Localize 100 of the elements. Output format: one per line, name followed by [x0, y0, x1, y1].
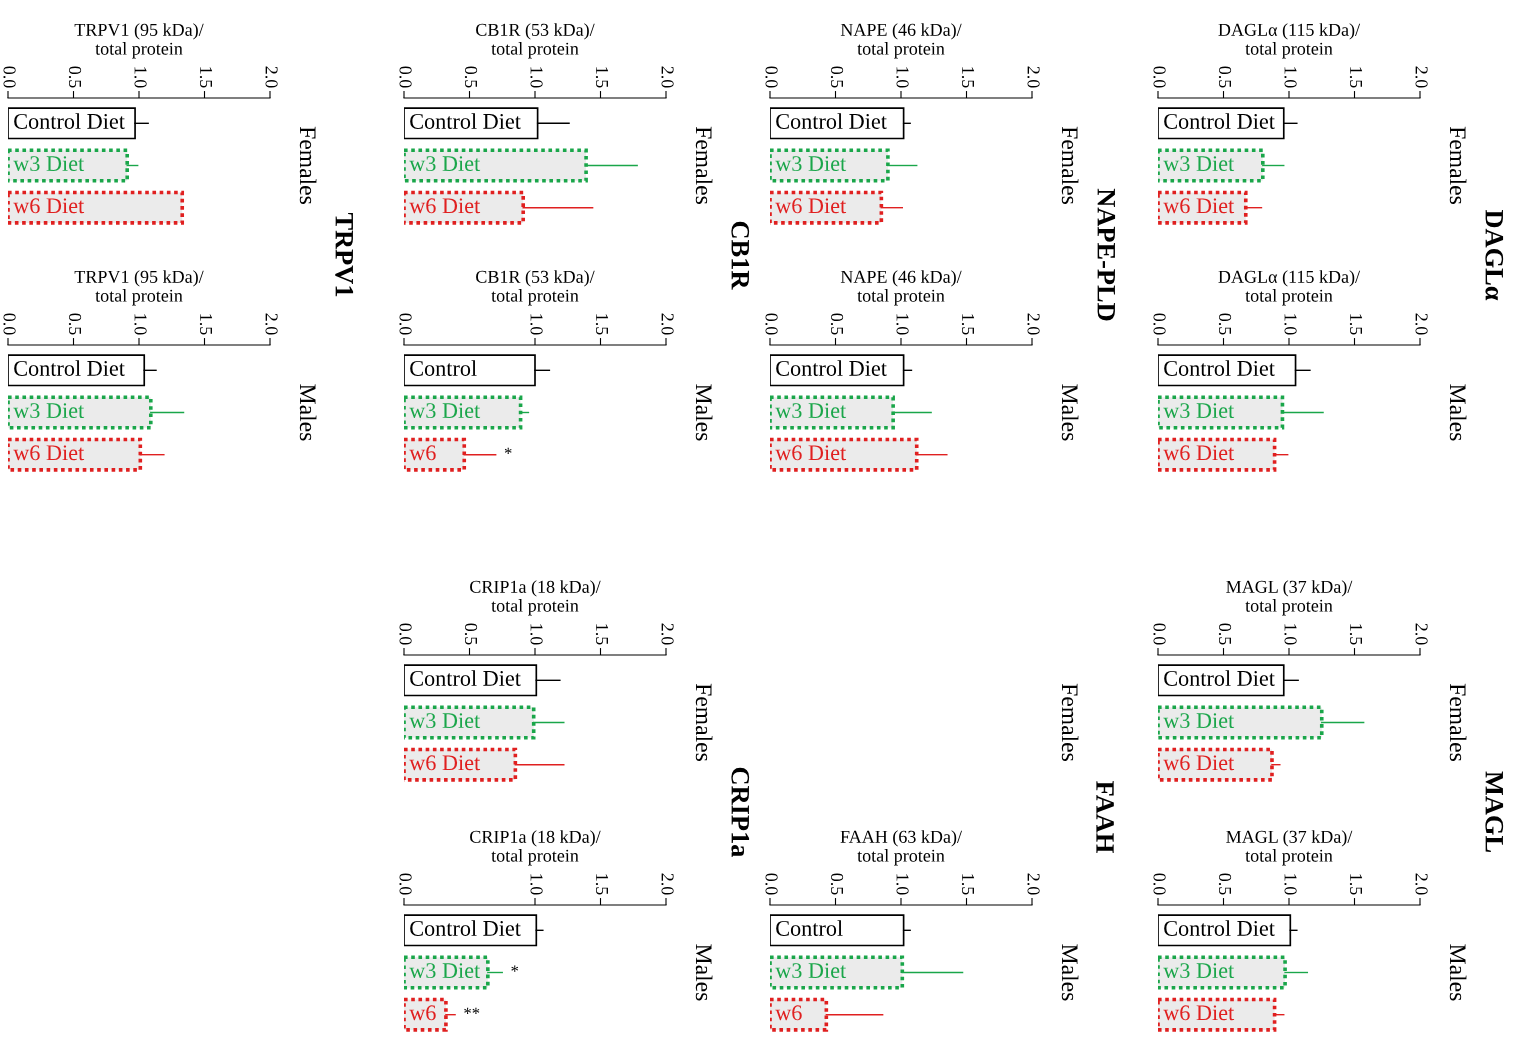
y-axis-title: Females [1061, 126, 1079, 204]
y-tick-label: w6 Diet [1163, 1005, 1235, 1021]
text: CRIP1a [731, 767, 750, 858]
y-tick-label: Control [776, 920, 843, 936]
x-tick-label: 1.5 [1349, 874, 1363, 895]
y-tick-label: w3 Diet [409, 713, 481, 729]
y-tick-label: w6 [409, 445, 436, 461]
x-tick-label: 2.0 [1415, 873, 1428, 895]
text: TRPV1 [335, 212, 354, 297]
x-tick-label: 1.0 [1284, 67, 1297, 88]
x-tick-label: 0.0 [1153, 66, 1166, 88]
x-tick-label: 1.5 [595, 314, 609, 335]
y-tick-label: w3 Diet [775, 963, 847, 979]
y-tick-label: w6 Diet [775, 445, 847, 461]
y-axis-title: Females [299, 126, 317, 204]
y-tick-label: Control Diet [410, 670, 521, 686]
x-tick-label: 2.0 [1415, 66, 1428, 88]
y-tick-label: w3 Diet [775, 156, 847, 172]
y-tick-label: Control Diet [1164, 670, 1275, 686]
y-axis-title: Males [695, 944, 713, 1001]
x-axis-title: CRIP1a (18 kDa)/ total protein [470, 830, 601, 866]
y-tick-label: Control Diet [14, 113, 125, 129]
x-tick-label: 2.0 [1415, 313, 1428, 335]
y-axis-title: Males [299, 384, 317, 441]
x-tick-label: 1.5 [595, 67, 609, 88]
y-axis-title: Males [1449, 384, 1467, 441]
x-tick-label: 2.0 [661, 623, 674, 645]
x-tick-label: 0.0 [399, 623, 412, 645]
x-tick-label: 1.5 [1349, 314, 1363, 335]
x-axis-title: CB1R (53 kDa)/ total protein [476, 23, 595, 59]
x-tick-label: 0.5 [1218, 623, 1232, 645]
x-tick-label: 2.0 [661, 313, 674, 335]
x-tick-label: 1.0 [896, 67, 909, 88]
y-axis-title: Females [1449, 126, 1467, 204]
x-axis-title: MAGL (37 kDa)/ total protein [1226, 580, 1353, 616]
x-tick-label: 1.5 [961, 874, 975, 895]
x-tick-label: 0.5 [1218, 313, 1232, 335]
x-tick-label: 1.5 [1349, 624, 1363, 645]
x-tick-label: 1.0 [1284, 874, 1297, 895]
annotation: * [511, 965, 519, 972]
x-axis-title: CRIP1a (18 kDa)/ total protein [470, 580, 601, 616]
x-tick-label: 0.5 [1218, 873, 1232, 895]
y-tick-label: w3 Diet [13, 156, 85, 172]
text: FAAH [1096, 781, 1114, 853]
y-tick-label: w6 Diet [775, 198, 847, 214]
y-axis-title: Females [695, 126, 713, 204]
y-tick-label: w3 Diet [409, 963, 481, 979]
y-tick-label: w6 Diet [1163, 445, 1235, 461]
x-tick-label: 0.5 [68, 313, 82, 335]
x-tick-label: 1.0 [1284, 624, 1297, 645]
x-axis-title: TRPV1 (95 kDa)/ total protein [74, 270, 204, 306]
x-tick-label: 1.0 [896, 314, 909, 335]
x-axis-title: TRPV1 (95 kDa)/ total protein [74, 23, 204, 59]
x-tick-label: 1.5 [1349, 67, 1363, 88]
x-axis-title: CB1R (53 kDa)/ total protein [476, 270, 595, 306]
y-tick-label: w3 Diet [409, 156, 481, 172]
x-tick-label: 2.0 [1027, 66, 1040, 88]
x-tick-label: 1.0 [896, 874, 909, 895]
x-tick-label: 1.5 [199, 314, 213, 335]
x-tick-label: 1.0 [530, 624, 543, 645]
x-axis-title: NAPE (46 kDa)/ total protein [840, 23, 962, 59]
x-tick-label: 0.0 [765, 873, 778, 895]
x-tick-label: 2.0 [661, 66, 674, 88]
y-tick-label: w3 Diet [1163, 713, 1235, 729]
x-tick-label: 0.0 [765, 66, 778, 88]
x-tick-label: 0.5 [830, 66, 844, 88]
y-axis-title: Males [1061, 384, 1079, 441]
y-axis-title: Males [1449, 944, 1467, 1001]
y-tick-label: w6 Diet [13, 198, 85, 214]
x-tick-label: 0.0 [399, 66, 412, 88]
x-tick-label: 0.0 [3, 66, 16, 88]
x-tick-label: 1.5 [961, 314, 975, 335]
x-tick-label: 1.5 [961, 67, 975, 88]
x-tick-label: 2.0 [265, 313, 278, 335]
x-axis-title: DAGLα (115 kDa)/ total protein [1218, 23, 1361, 59]
x-tick-label: 1.0 [134, 314, 147, 335]
y-axis-title: Males [695, 384, 713, 441]
y-tick-label: Control Diet [14, 360, 125, 376]
x-tick-label: 1.0 [530, 67, 543, 88]
x-axis-title: FAAH (63 kDa)/ total protein [840, 830, 963, 866]
y-tick-label: Control [410, 360, 477, 376]
y-tick-label: Control Diet [410, 920, 521, 936]
y-tick-label: Control Diet [776, 113, 887, 129]
y-tick-label: w3 Diet [1163, 963, 1235, 979]
x-tick-label: 1.0 [1284, 314, 1297, 335]
text: MAGL [1485, 771, 1504, 852]
x-tick-label: 2.0 [265, 66, 278, 88]
x-tick-label: 1.5 [595, 874, 609, 895]
y-tick-label: w6 [775, 1005, 802, 1021]
text: CB1R [731, 221, 750, 290]
y-tick-label: w6 Diet [409, 755, 481, 771]
x-axis-title: MAGL (37 kDa)/ total protein [1226, 830, 1353, 866]
x-tick-label: 0.0 [399, 873, 412, 895]
y-axis-title: Males [1061, 944, 1079, 1001]
x-tick-label: 1.5 [595, 624, 609, 645]
y-tick-label: Control Diet [1164, 920, 1275, 936]
x-axis-title: NAPE (46 kDa)/ total protein [840, 270, 962, 306]
x-tick-label: 0.5 [830, 873, 844, 895]
annotation: * [504, 447, 512, 454]
text: DAGLα [1485, 209, 1504, 301]
